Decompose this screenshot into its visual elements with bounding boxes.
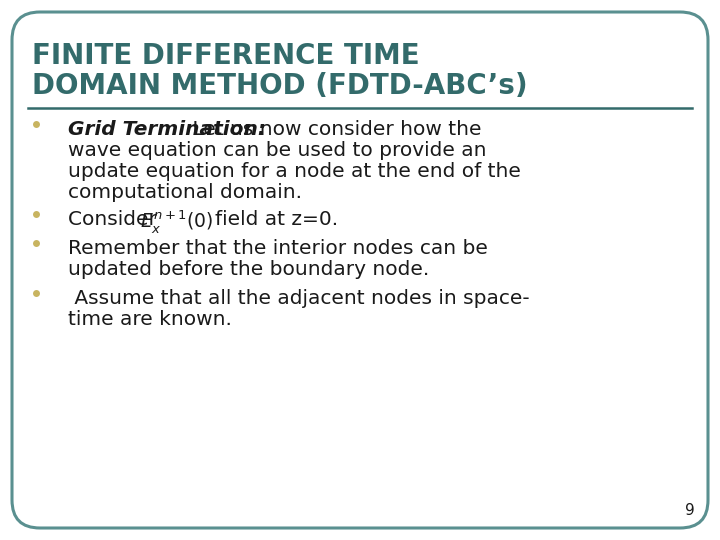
Text: $E_x^{n+1}(0)$: $E_x^{n+1}(0)$ (140, 208, 213, 235)
Text: computational domain.: computational domain. (68, 183, 302, 202)
Text: FINITE DIFFERENCE TIME: FINITE DIFFERENCE TIME (32, 42, 420, 70)
Text: wave equation can be used to provide an: wave equation can be used to provide an (68, 141, 487, 160)
Text: DOMAIN METHOD (FDTD-ABC’s): DOMAIN METHOD (FDTD-ABC’s) (32, 72, 528, 100)
Text: 9: 9 (685, 503, 695, 518)
FancyBboxPatch shape (12, 12, 708, 528)
Text: Remember that the interior nodes can be: Remember that the interior nodes can be (68, 239, 488, 258)
Text: time are known.: time are known. (68, 310, 232, 329)
Text: Grid Termination:: Grid Termination: (68, 120, 266, 139)
Text: field at z=0.: field at z=0. (215, 210, 338, 229)
Text: Let us now consider how the: Let us now consider how the (186, 120, 482, 139)
Text: Consider: Consider (68, 210, 176, 229)
Text: updated before the boundary node.: updated before the boundary node. (68, 260, 429, 279)
Text: Assume that all the adjacent nodes in space-: Assume that all the adjacent nodes in sp… (68, 289, 530, 308)
Text: update equation for a node at the end of the: update equation for a node at the end of… (68, 162, 521, 181)
